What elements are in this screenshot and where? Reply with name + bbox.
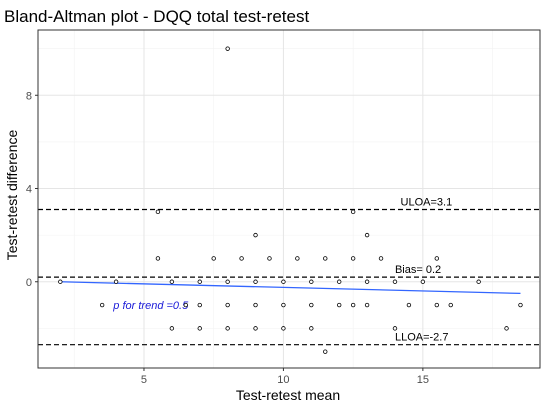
- data-point: [281, 279, 286, 284]
- data-point: [309, 279, 314, 284]
- chart-title: Bland-Altman plot - DQQ total test-retes…: [4, 7, 309, 26]
- data-point: [225, 302, 230, 308]
- trend-line: [60, 281, 521, 295]
- scatter-points: [58, 46, 523, 354]
- y-tick-label: 0: [26, 277, 32, 289]
- data-point: [518, 302, 523, 308]
- data-point: [350, 209, 356, 215]
- axis-ticks: 5 10 15 0 4 8: [26, 90, 429, 386]
- x-tick-label: 5: [141, 374, 147, 386]
- data-point: [267, 256, 272, 261]
- data-point: [197, 326, 202, 331]
- x-axis-title: Test-retest mean: [236, 387, 340, 403]
- x-tick-label: 15: [417, 374, 429, 386]
- data-point: [337, 302, 342, 308]
- data-point: [504, 326, 509, 331]
- data-point: [392, 279, 398, 284]
- data-point: [350, 302, 356, 308]
- data-point: [378, 256, 384, 261]
- data-point: [58, 279, 63, 284]
- data-point: [225, 326, 230, 331]
- x-tick-label: 10: [277, 374, 289, 386]
- data-point: [364, 302, 370, 308]
- data-point: [364, 279, 370, 284]
- y-tick-label: 8: [26, 90, 32, 102]
- data-point: [448, 302, 453, 308]
- data-point: [281, 302, 286, 308]
- data-point: [295, 256, 300, 261]
- data-point: [239, 256, 244, 261]
- data-point: [323, 256, 328, 261]
- data-point: [364, 232, 370, 238]
- data-point: [420, 279, 426, 284]
- data-point: [113, 279, 119, 284]
- data-point: [309, 326, 314, 331]
- data-point: [169, 326, 175, 331]
- data-point: [253, 302, 258, 308]
- data-point: [225, 46, 230, 51]
- data-point: [211, 256, 216, 261]
- y-axis-title: Test-retest difference: [4, 130, 20, 261]
- data-point: [476, 279, 481, 284]
- trend-line-group: p for trend =0.5: [60, 281, 521, 312]
- data-point: [169, 279, 175, 284]
- data-point: [281, 326, 286, 331]
- data-point: [434, 256, 440, 261]
- data-point: [225, 279, 230, 284]
- data-point: [253, 279, 258, 284]
- data-point: [197, 279, 202, 284]
- reference-line-label: ULOA=3.1: [401, 196, 453, 208]
- data-point: [350, 256, 356, 261]
- data-point: [183, 302, 189, 308]
- data-point: [337, 279, 342, 284]
- data-point: [309, 302, 314, 308]
- data-point: [434, 302, 440, 308]
- data-point: [392, 326, 398, 331]
- data-point: [253, 232, 258, 238]
- data-point: [99, 302, 105, 308]
- panel-border: [37, 29, 541, 369]
- grid: [38, 30, 540, 368]
- reference-lines: ULOA=3.1 Bias= 0.2 LLOA=-2.7: [38, 196, 540, 346]
- data-point: [197, 302, 202, 308]
- data-point: [406, 302, 412, 308]
- data-point: [323, 349, 328, 354]
- reference-line-label: LLOA=-2.7: [395, 332, 449, 344]
- data-point: [155, 256, 161, 261]
- data-point: [155, 209, 161, 215]
- y-tick-label: 4: [26, 184, 32, 196]
- data-point: [253, 326, 258, 331]
- trend-annotation: p for trend =0.5: [112, 300, 189, 312]
- reference-line-label: Bias= 0.2: [395, 264, 441, 276]
